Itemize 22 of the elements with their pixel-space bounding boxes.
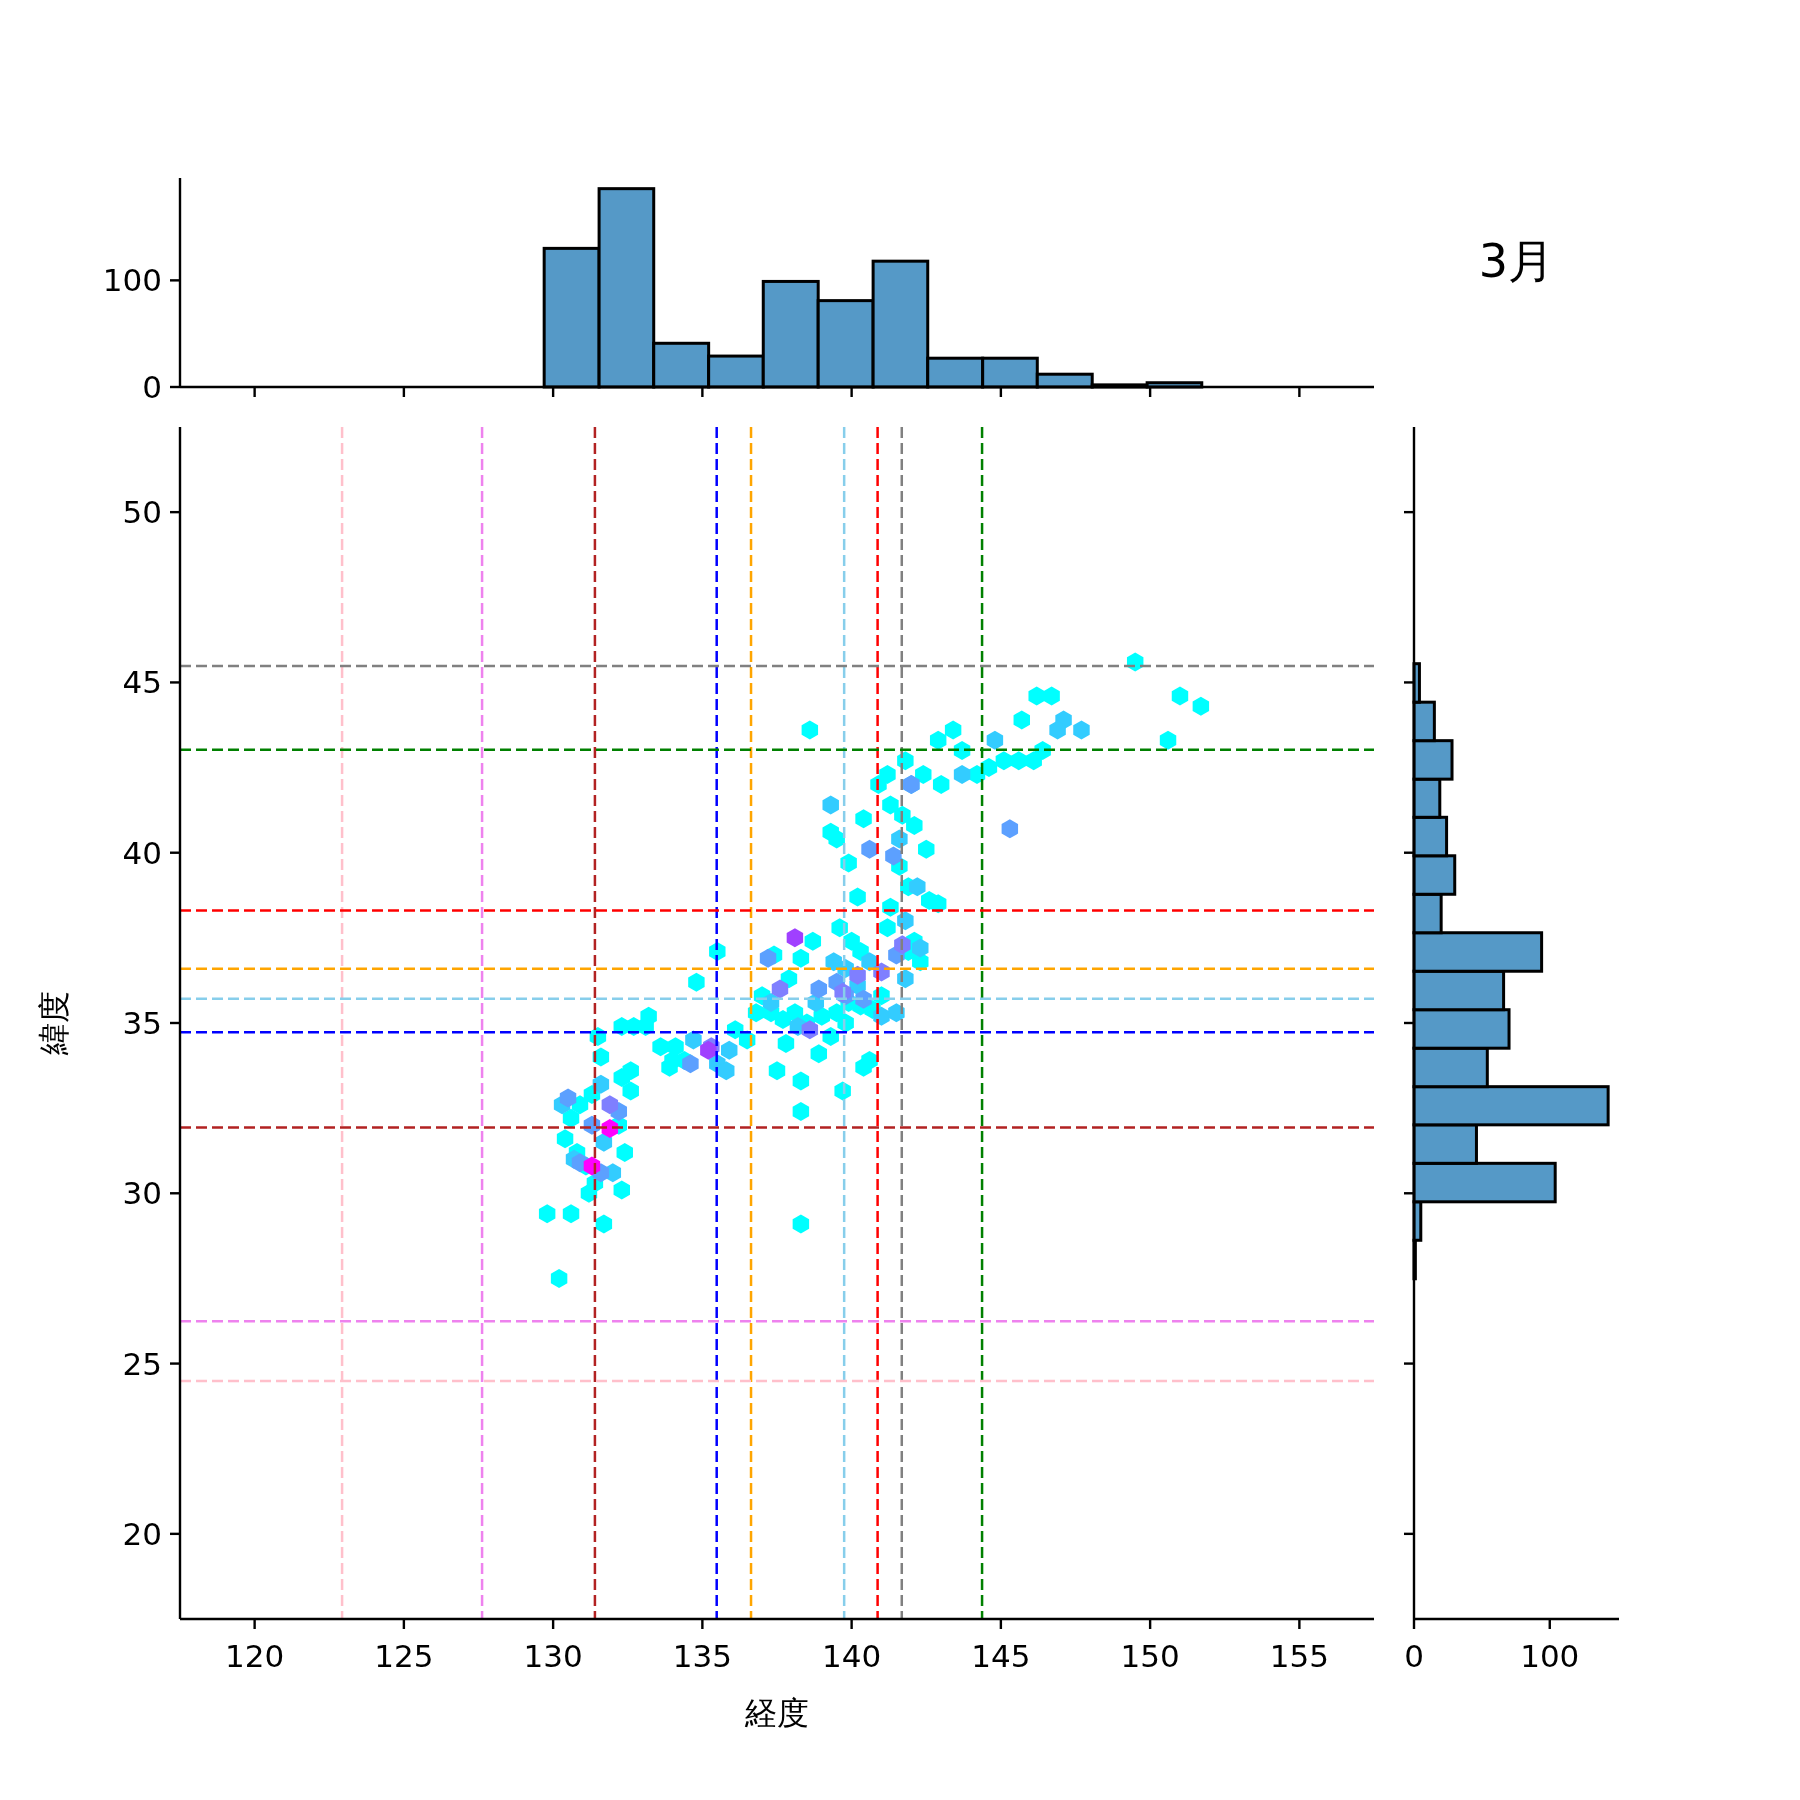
y-tick-label: 0 [142,369,162,405]
x-tick-label: 150 [1120,1638,1180,1674]
y-tick-label: 25 [122,1345,162,1382]
x-tick-label: 135 [672,1638,732,1674]
y-tick-label: 20 [122,1515,162,1552]
y-axis-title: 緯度 [35,991,73,1056]
x-tick-label: 100 [1520,1638,1580,1674]
y-tick-label: 35 [122,1005,162,1041]
x-tick-label: 145 [971,1638,1031,1674]
x-tick-label: 155 [1269,1638,1329,1674]
y-tick-label: 100 [102,262,162,299]
y-tick-label: 40 [122,834,162,871]
x-tick-label: 130 [523,1638,583,1674]
x-axis-title: 経度 [744,1694,809,1732]
x-tick-label: 125 [374,1638,434,1674]
y-tick-label: 50 [122,494,162,531]
y-tick-label: 30 [122,1175,162,1212]
x-tick-label: 0 [1404,1638,1424,1674]
y-tick-label: 45 [122,664,162,701]
chart-title: 3月 [1478,234,1555,288]
x-tick-label: 140 [822,1638,882,1674]
x-tick-label: 120 [225,1638,285,1674]
